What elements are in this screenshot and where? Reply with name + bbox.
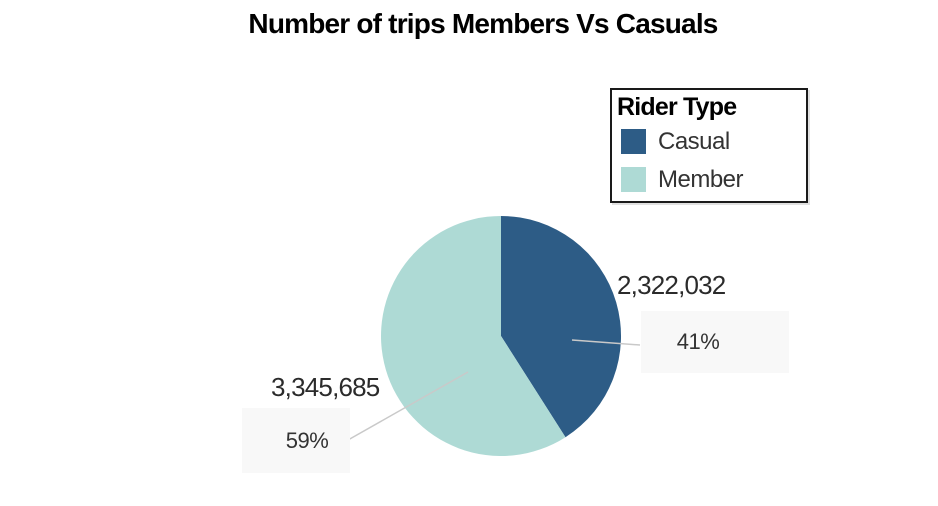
- legend-title: Rider Type: [617, 93, 737, 121]
- legend-swatch-casual-icon[interactable]: [621, 129, 646, 154]
- pct-annotation-member: 59%: [242, 408, 350, 473]
- pct-annotation-casual: 41%: [641, 311, 789, 373]
- legend: Rider Type Casual Member: [610, 88, 808, 203]
- pct-label-casual: 41%: [676, 329, 720, 354]
- legend-item-member[interactable]: Member: [621, 167, 802, 192]
- pie-slices: [381, 215, 622, 456]
- legend-item-casual[interactable]: Casual: [621, 129, 802, 154]
- value-label-casual: 2,322,032: [617, 270, 726, 300]
- leader-line-member: [347, 371, 469, 441]
- leader-line-casual: [571, 339, 641, 346]
- pct-label-member: 59%: [285, 427, 329, 453]
- value-label-member: 3,345,685: [271, 372, 380, 402]
- legend-swatch-member-icon[interactable]: [621, 167, 646, 192]
- pie-slice-casual[interactable]: [501, 215, 622, 438]
- legend-label-member: Member: [658, 166, 744, 193]
- legend-label-casual: Casual: [658, 128, 730, 155]
- chart-title: Number of trips Members Vs Casuals: [248, 8, 718, 39]
